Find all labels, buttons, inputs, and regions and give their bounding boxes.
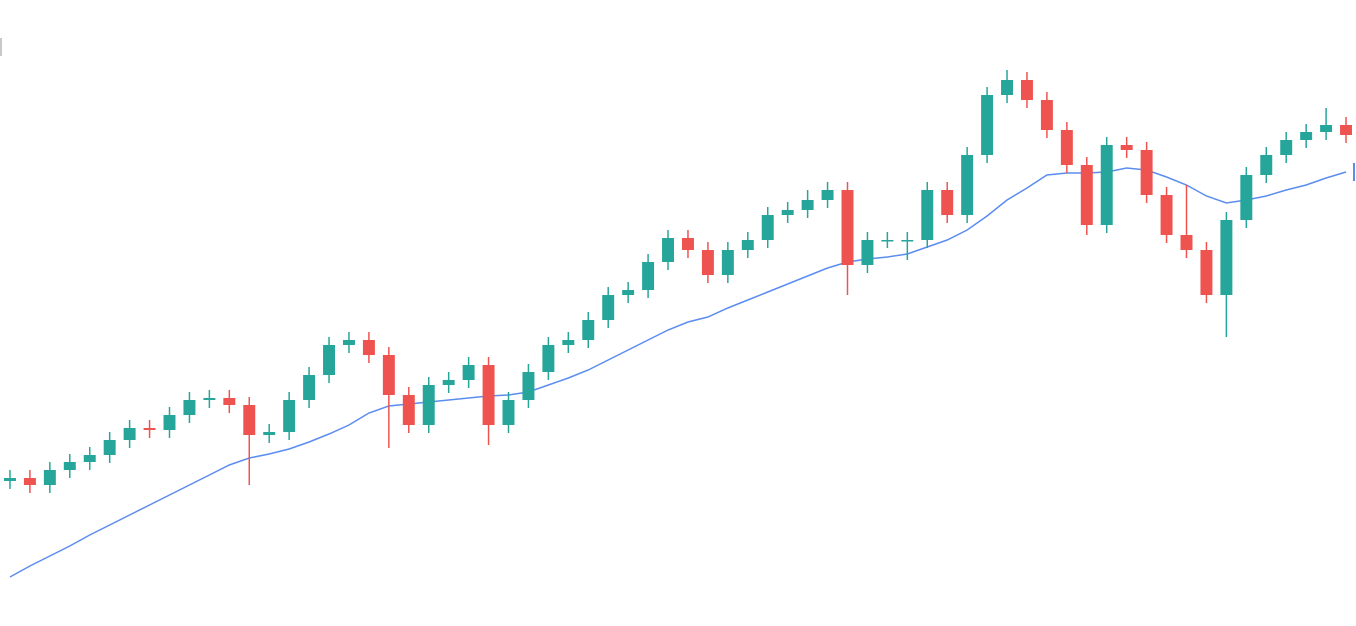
candle-body [642, 262, 655, 290]
candle-body [283, 400, 296, 432]
candle-body [821, 190, 834, 200]
ma-edge-marker [1353, 163, 1355, 181]
candle-body [781, 210, 794, 215]
candle-body [1080, 165, 1093, 225]
candle-body [741, 240, 754, 250]
candle-body [482, 365, 495, 425]
edge-marker [0, 38, 2, 56]
candle-body [103, 440, 116, 455]
candle-body [323, 345, 336, 375]
candle-body [622, 290, 635, 295]
candle-body [203, 398, 216, 400]
candle-body [721, 250, 734, 275]
candle-body [522, 372, 535, 400]
candle-body [1180, 235, 1193, 250]
candle-body [1240, 175, 1253, 220]
candle-body [941, 190, 954, 215]
candle-body [223, 398, 236, 405]
candle-body [402, 395, 415, 425]
candle-body [582, 320, 595, 340]
candle-body [43, 470, 56, 485]
candle-body [1040, 100, 1053, 130]
candle-body [1280, 140, 1293, 155]
candle-body [662, 238, 675, 262]
candle-body [1020, 80, 1033, 100]
candle-body [83, 455, 96, 462]
candle-body [1120, 145, 1133, 150]
candle-body [183, 400, 196, 415]
candle-body [382, 355, 395, 395]
candle-body [1200, 250, 1213, 295]
candle-body [23, 478, 36, 485]
candle-body [123, 428, 136, 440]
candle-body [63, 462, 76, 470]
candle-body [1060, 130, 1073, 165]
candle-body [881, 240, 894, 242]
candle-body [542, 345, 555, 372]
candle-body [1220, 220, 1233, 295]
candle-body [961, 155, 974, 215]
candle-body [861, 240, 874, 265]
candle-body [342, 340, 355, 345]
candle-body [143, 428, 156, 430]
candle-body [1100, 145, 1113, 225]
candle-body [1260, 155, 1273, 175]
candle-body [801, 200, 814, 210]
candle-body [1140, 150, 1153, 195]
candle-body [1300, 132, 1313, 140]
candle-body [462, 365, 475, 380]
candle-body [921, 190, 934, 240]
candle-body [163, 415, 176, 430]
candle-body [901, 240, 914, 242]
candle-body [303, 375, 316, 400]
candle-body [701, 250, 714, 275]
candle-body [602, 295, 615, 320]
candle-body [263, 432, 276, 435]
candle-body [362, 340, 375, 355]
candle-body [981, 95, 994, 155]
candle-body [1160, 195, 1173, 235]
candle-body [841, 190, 854, 265]
candle-body [502, 400, 515, 425]
candle-body [1340, 125, 1353, 135]
candle-body [422, 385, 435, 425]
candle-body [681, 238, 694, 250]
candle-body [3, 478, 16, 481]
candle-body [442, 380, 455, 385]
moving-average [9, 167, 1347, 578]
candle-body [1001, 80, 1014, 95]
candle-body [1320, 125, 1333, 132]
candle-body [761, 215, 774, 240]
candle-body [243, 405, 256, 435]
candle-body [562, 340, 575, 345]
